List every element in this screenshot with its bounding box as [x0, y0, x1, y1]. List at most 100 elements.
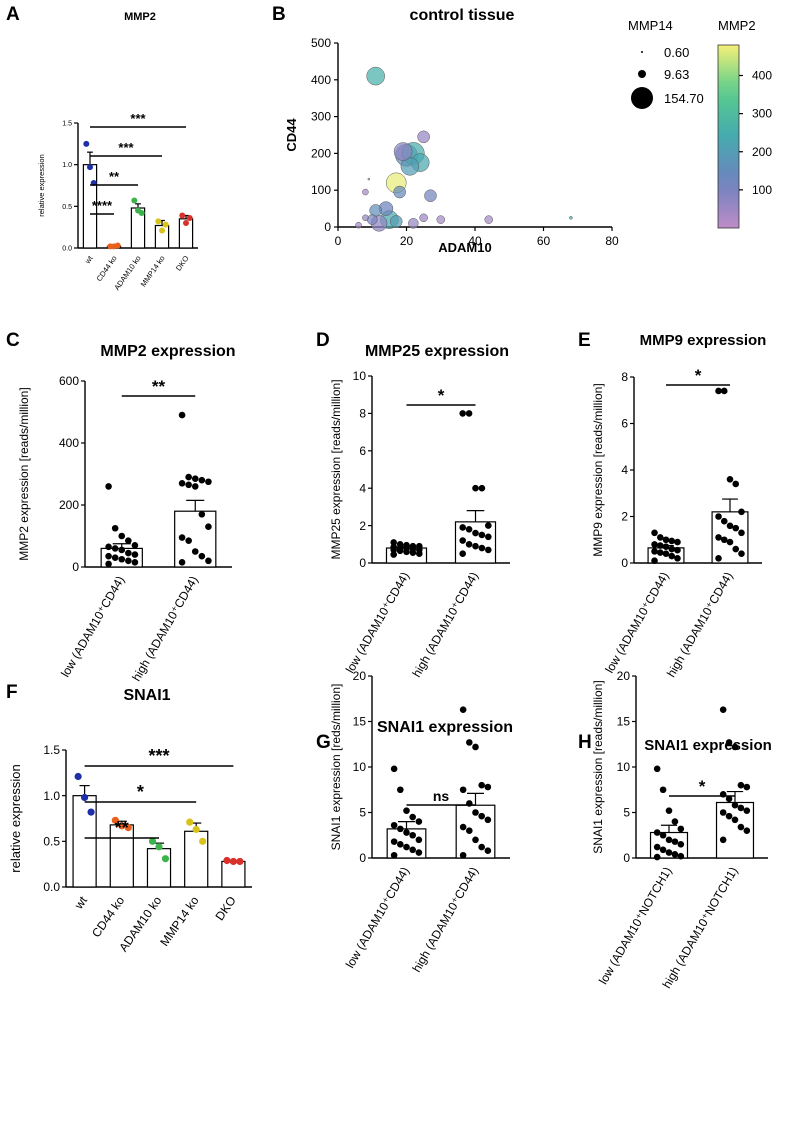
data-point — [185, 537, 192, 544]
data-point — [390, 821, 398, 829]
data-point — [731, 801, 739, 809]
data-point — [459, 851, 467, 859]
data-point — [732, 545, 740, 553]
data-point — [668, 552, 676, 560]
data-point — [409, 846, 416, 854]
data-point — [403, 843, 410, 851]
data-point — [726, 538, 734, 546]
y-tick-label: 5 — [359, 806, 366, 820]
data-point — [465, 541, 473, 548]
color-legend-tick-label: 400 — [752, 69, 772, 83]
data-point — [390, 765, 398, 773]
chart-a-mmp2: MMP2 0.0 0.5 1.0 1.5 relative expression wt CD4… — [37, 11, 198, 292]
data-point — [725, 812, 733, 820]
data-point — [651, 541, 658, 548]
data-point — [665, 807, 673, 814]
data-point — [720, 536, 728, 544]
data-point — [478, 843, 485, 851]
y-tick-label: 200 — [311, 146, 331, 160]
data-point — [178, 559, 186, 566]
data-point — [87, 164, 93, 171]
y-tick-label: 1.5 — [43, 743, 60, 757]
data-point — [671, 838, 679, 845]
panel-letter-g: G — [316, 732, 331, 753]
data-point — [472, 529, 479, 537]
data-point — [671, 818, 679, 825]
data-point — [478, 544, 486, 552]
data-point — [111, 554, 119, 561]
data-point — [656, 534, 664, 541]
data-point — [390, 539, 397, 546]
chart-f-snai1: SNAI1 0.0 0.5 1.0 1.5 relative expression wtCD… — [8, 687, 252, 954]
x-tick-label: wt — [71, 893, 90, 912]
data-point — [677, 841, 685, 848]
scatter-point — [408, 218, 419, 229]
chart-h-snai1-expression: SNAI1 expression 0 5 10 15 20 SNAI1 expression… — [591, 669, 772, 991]
x-tick-label: high (ADAM10⁺CD44) — [664, 569, 736, 679]
data-point — [416, 550, 423, 557]
panel-letter-f: F — [6, 682, 18, 703]
data-point — [396, 547, 404, 555]
data-point — [659, 786, 667, 794]
data-point — [732, 480, 740, 488]
size-legend-label: 9.63 — [664, 67, 689, 82]
y-tick-label: 4 — [621, 463, 628, 477]
y-tick-label: 100 — [311, 183, 331, 197]
data-point — [653, 829, 661, 836]
data-point — [185, 473, 192, 481]
y-tick-label: 1.0 — [62, 162, 72, 169]
y-axis-label: relative expression — [8, 764, 23, 872]
data-point — [459, 823, 467, 831]
significance-label: ** — [152, 377, 166, 396]
data-point — [179, 212, 186, 219]
data-point — [653, 853, 661, 861]
data-point — [229, 857, 237, 866]
data-point — [674, 546, 681, 554]
data-point — [484, 783, 492, 791]
data-point — [737, 781, 745, 789]
data-point — [725, 795, 733, 803]
data-point — [114, 242, 121, 249]
data-point — [390, 851, 398, 859]
data-point — [726, 522, 734, 530]
data-point — [472, 743, 479, 751]
data-point — [677, 852, 685, 860]
size-legend-marker — [641, 51, 643, 53]
chart-g-snai1-expression: SNAI1 expression 0 5 10 15 20 SNAI1 expression… — [329, 669, 513, 974]
y-tick-label: 15 — [617, 715, 631, 729]
x-tick-label: high (ADAM10⁺CD44) — [409, 864, 481, 974]
y-tick-label: 4 — [359, 481, 366, 495]
scatter-point — [393, 185, 406, 199]
data-point — [390, 546, 397, 554]
data-point — [105, 560, 112, 568]
data-point — [731, 743, 739, 751]
data-point — [715, 387, 722, 395]
data-point — [205, 557, 212, 565]
y-tick-label: 500 — [311, 36, 331, 50]
data-point — [403, 548, 410, 556]
data-point — [390, 551, 397, 558]
data-point — [656, 542, 664, 549]
scatter-point — [417, 130, 430, 144]
panel-letter-h: H — [578, 732, 592, 753]
data-point — [485, 546, 492, 554]
bar-2 — [146, 848, 172, 888]
data-point — [186, 215, 193, 221]
data-point — [725, 739, 733, 746]
x-tick-label: high (ADAM10⁺NOTCH1) — [660, 864, 741, 990]
data-point — [81, 793, 89, 802]
data-point — [653, 765, 661, 773]
x-tick-label: low (ADAM10⁺CD44) — [602, 570, 671, 676]
chart-a-title: MMP2 — [124, 11, 156, 23]
data-point — [651, 557, 658, 564]
x-tick-label: 20 — [400, 234, 414, 248]
data-point — [178, 534, 186, 541]
scatter-point — [362, 188, 369, 196]
y-tick-label: 0.0 — [62, 245, 72, 252]
data-point — [409, 831, 416, 839]
size-legend-title: MMP14 — [628, 18, 673, 33]
data-point — [83, 140, 90, 147]
data-point — [198, 511, 206, 518]
y-axis-label: SNAI1 expression [reads/million] — [591, 680, 605, 853]
size-legend-label: 0.60 — [664, 45, 689, 60]
